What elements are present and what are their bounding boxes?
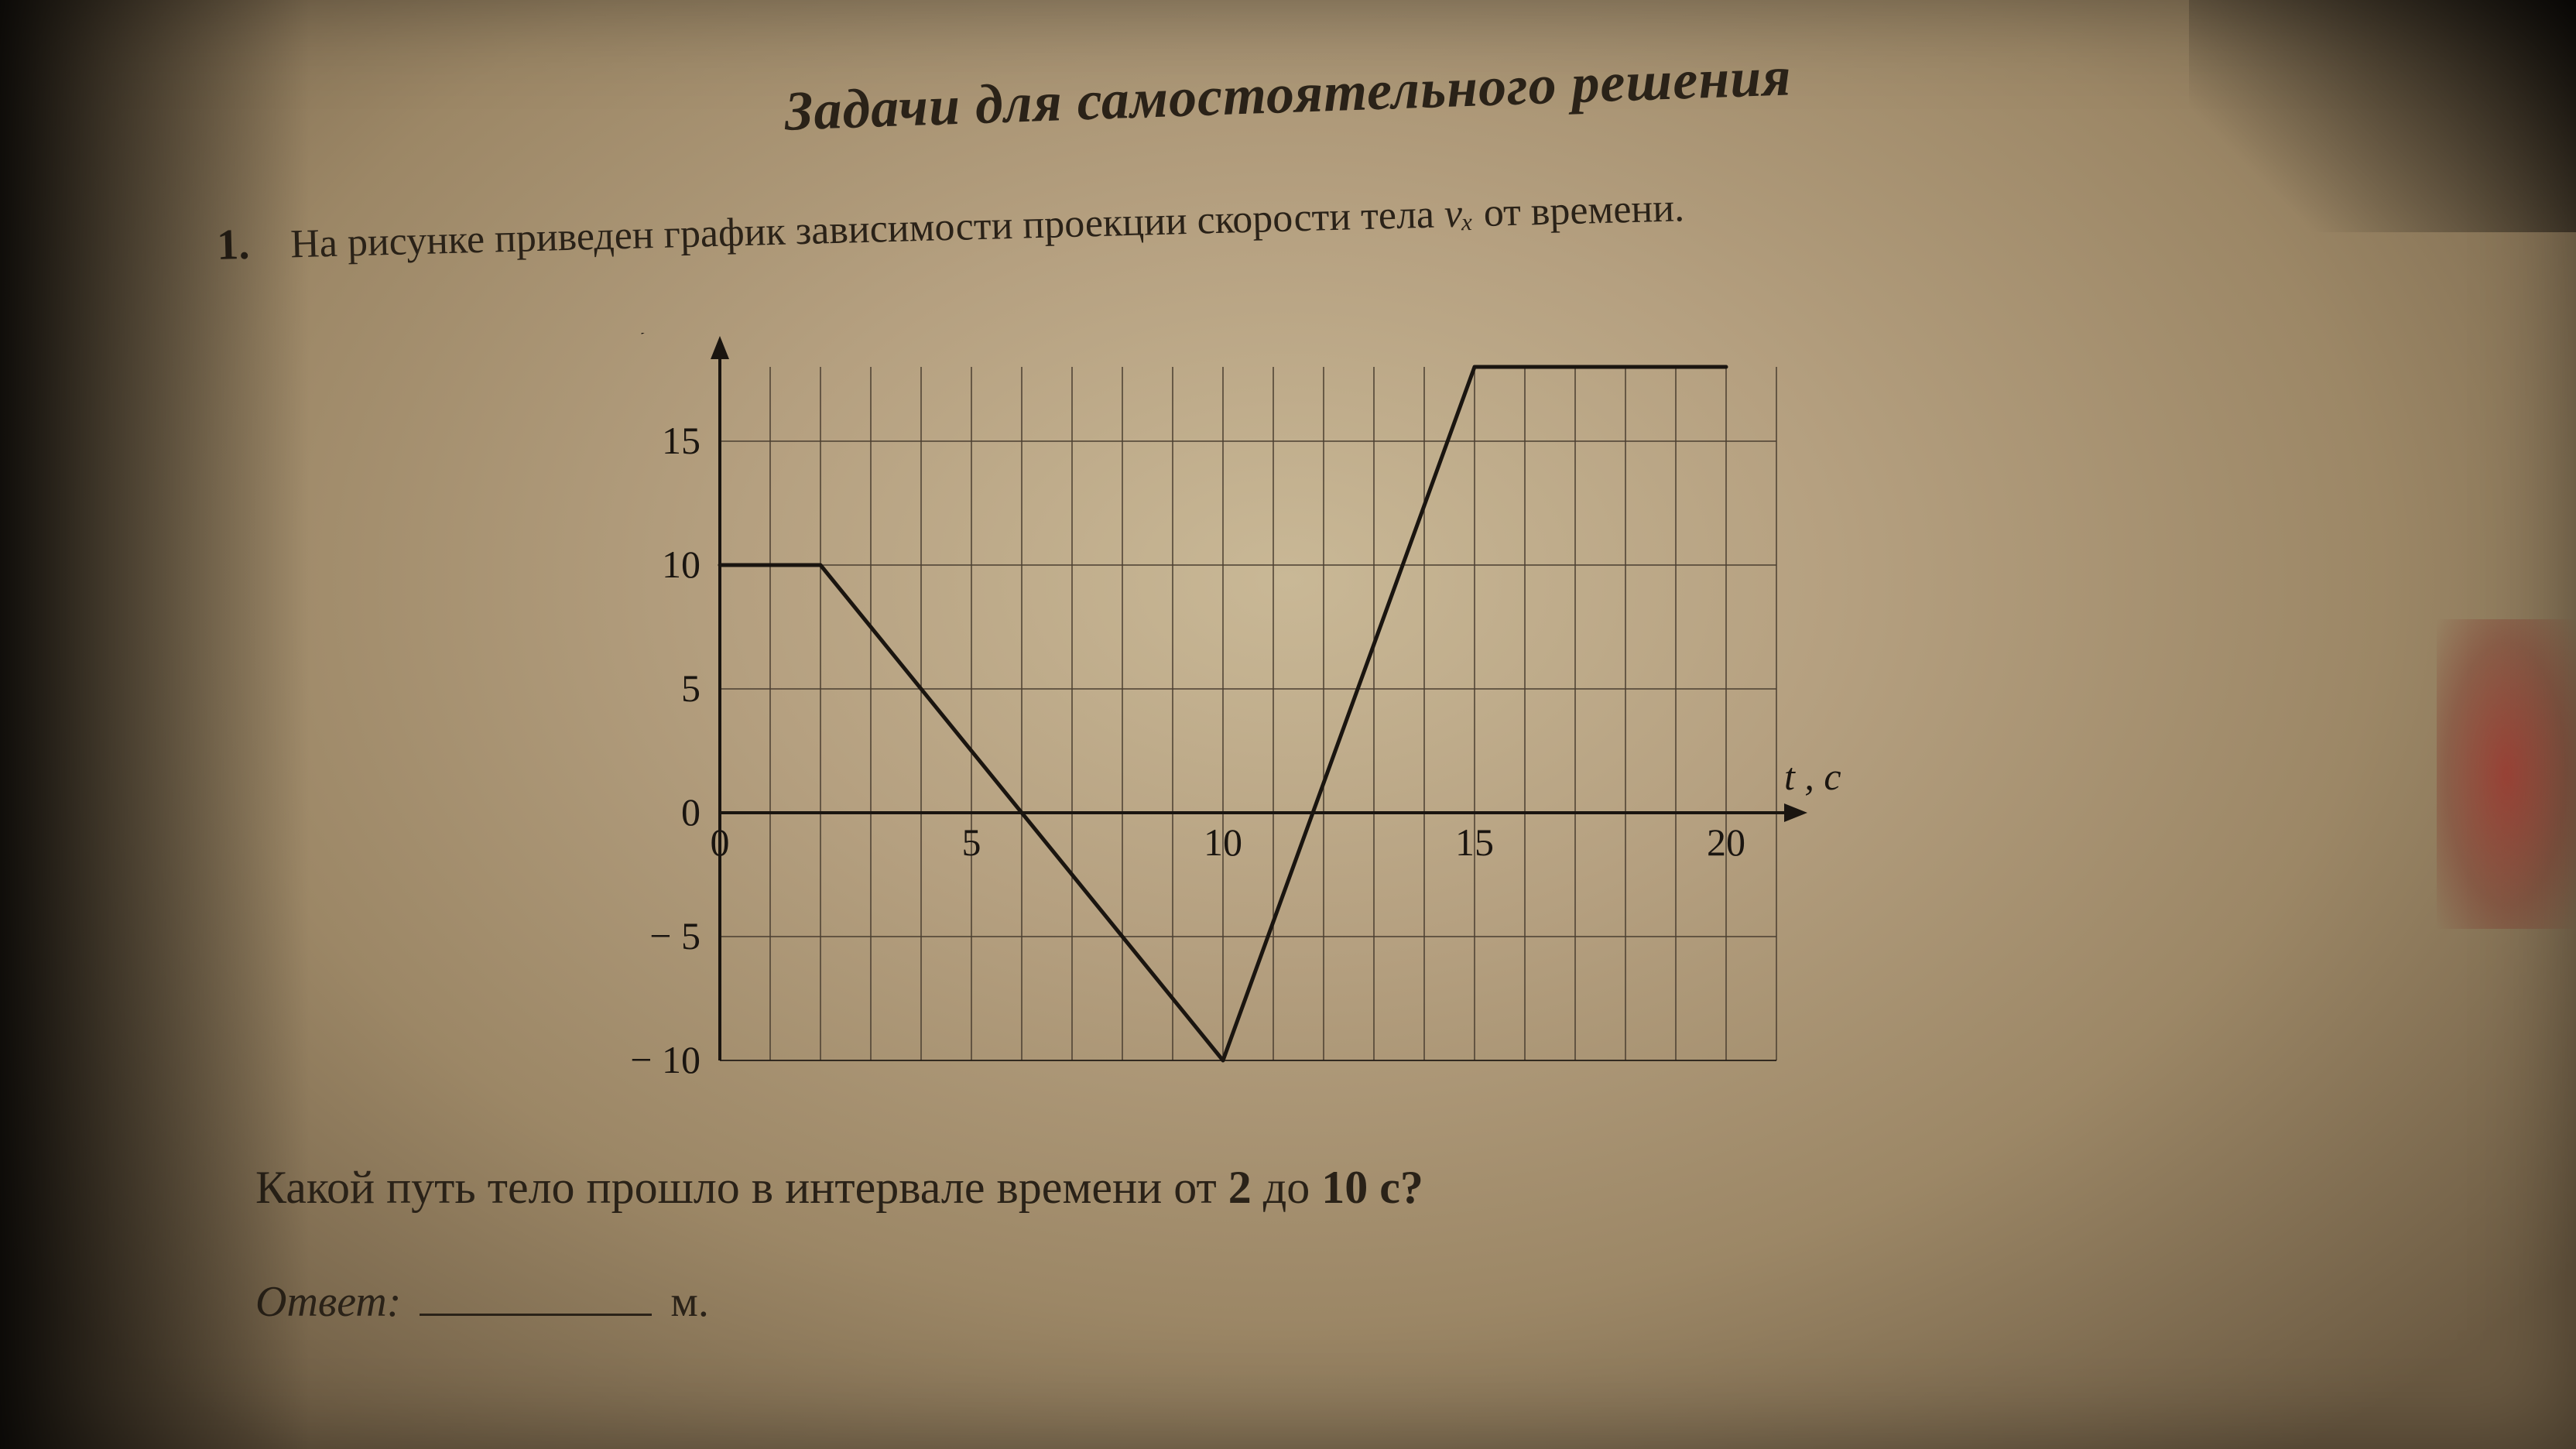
textbook-page: Задачи для самостоятельного решения 1. Н… — [0, 0, 2576, 1449]
svg-text:− 5: − 5 — [649, 914, 701, 957]
svg-text:15: 15 — [1455, 820, 1494, 864]
problem-text-prefix: На рисунке приведен график зависимости п… — [290, 192, 1445, 266]
answer-unit: м. — [670, 1278, 708, 1326]
question-prefix: Какой путь тело прошло в интервале време… — [255, 1162, 1228, 1213]
problem-variable: vₓ — [1444, 191, 1474, 236]
shadow-left — [0, 0, 310, 1449]
svg-text:15: 15 — [662, 419, 701, 462]
question-value-2: 10 с? — [1321, 1162, 1423, 1213]
section-heading: Задачи для самостоятельного решения — [783, 44, 1792, 143]
answer-blank — [420, 1314, 652, 1316]
svg-text:5: 5 — [962, 820, 981, 864]
velocity-time-chart: 0 5 10 15 20 − 10 − 5 0 5 10 15 vₓ, м/с t , с — [619, 333, 1858, 1107]
svg-text:t , с: t , с — [1784, 755, 1841, 798]
red-object-edge — [2437, 619, 2576, 929]
svg-text:10: 10 — [1204, 820, 1242, 864]
question-text: Какой путь тело прошло в интервале време… — [255, 1161, 1423, 1214]
chart-svg: 0 5 10 15 20 − 10 − 5 0 5 10 15 vₓ, м/с t , с — [619, 333, 1858, 1107]
question-mid: до — [1263, 1162, 1322, 1213]
svg-text:vₓ, м/с: vₓ, м/с — [619, 333, 712, 337]
svg-text:− 10: − 10 — [630, 1038, 701, 1081]
problem-text-suffix: от времени. — [1483, 186, 1685, 235]
svg-text:0: 0 — [681, 790, 701, 834]
problem-statement: 1. На рисунке приведен график зависимост… — [216, 182, 1684, 270]
svg-text:20: 20 — [1707, 820, 1745, 864]
svg-text:10: 10 — [662, 543, 701, 586]
answer-line: Ответ: м. — [255, 1277, 709, 1327]
shadow-top-right — [2189, 0, 2576, 232]
svg-text:5: 5 — [681, 666, 701, 710]
question-value-1: 2 — [1228, 1162, 1252, 1213]
svg-text:0: 0 — [711, 820, 730, 864]
